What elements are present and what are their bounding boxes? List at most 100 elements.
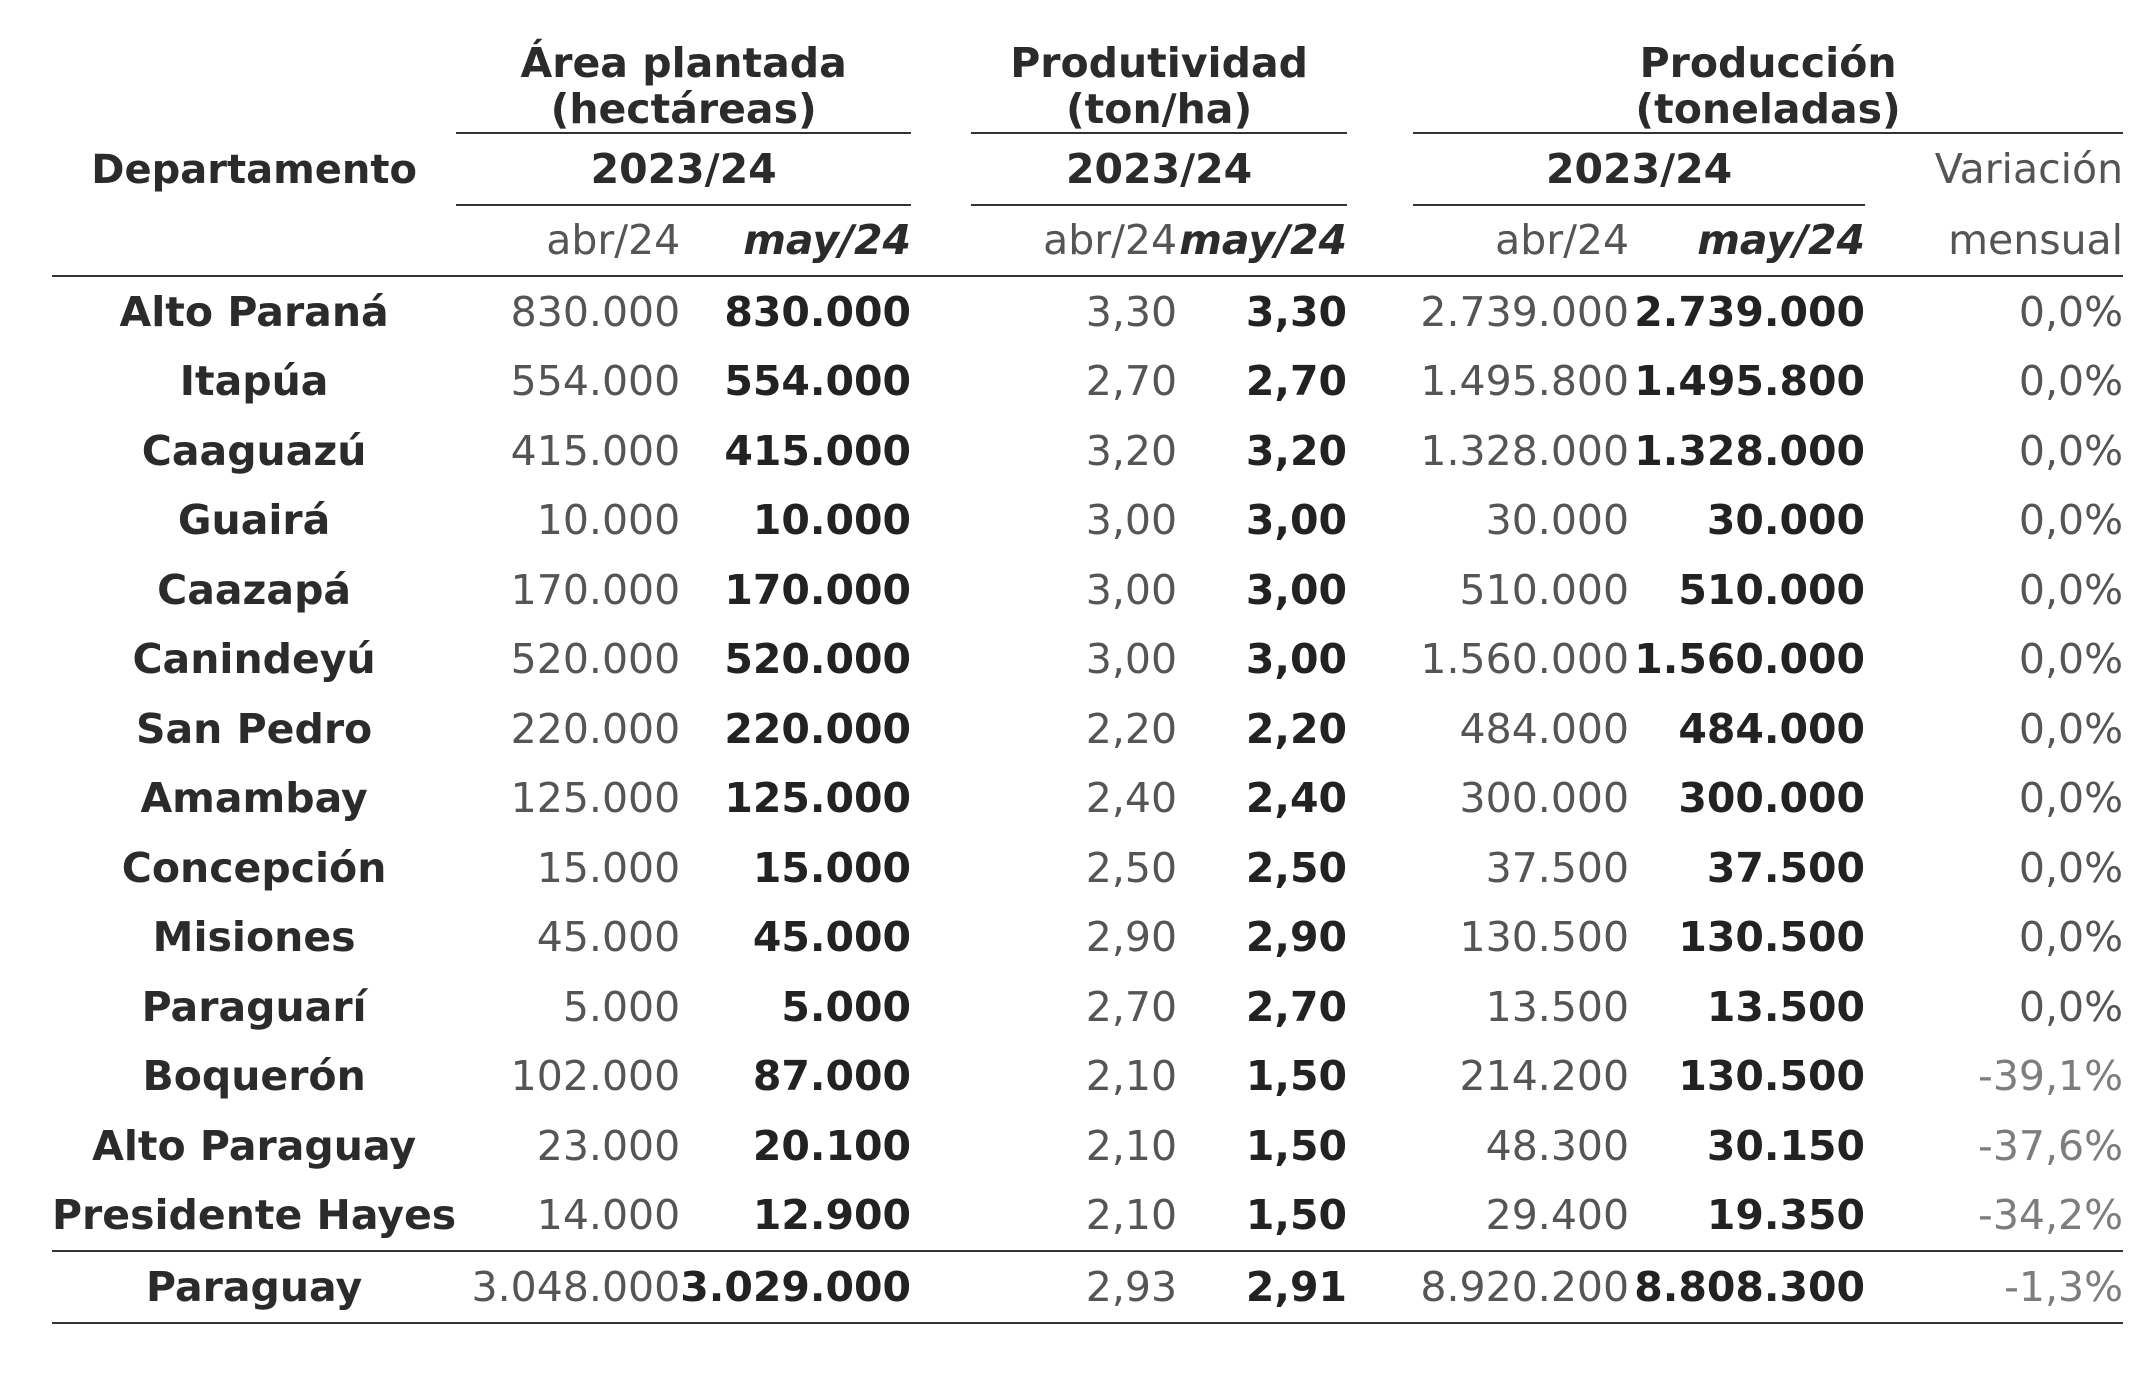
table-cell-area-may: 125.000 [724,774,912,823]
variacion-header-line1: Variación [1934,145,2124,194]
table-cell-prod-may: 1,50 [1245,1052,1348,1101]
table-cell-area-abr: 102.000 [510,1052,681,1101]
table-cell-produc-may: 13.500 [1706,982,1866,1031]
table-cell-produc-abr: 48.300 [1485,1121,1630,1170]
table-cell-prod-may: 2,70 [1245,982,1348,1031]
table-cell-area-abr: 220.000 [510,704,681,753]
produc-season: 2023/24 [1413,133,1866,206]
table-cell-prod-abr: 2,10 [1085,1121,1178,1170]
table-cell-departamento: Concepción [121,843,387,892]
table-cell-prod-abr: 3,00 [1085,496,1178,545]
table-cell-prod-may: 2,50 [1245,843,1348,892]
produc-may-header: may/24 [1629,204,1866,277]
table-cell-area-abr: 45.000 [536,913,681,962]
table-cell-area-may: 220.000 [724,704,912,753]
total-var: -1,3% [1865,1250,2124,1324]
table-cell-produc-may: 2.739.000 [1634,287,1866,336]
table-row: Canindeyú 520.000 520.000 3,00 3,00 1.560.000… [52,625,2123,695]
table-cell-prod-abr: 3,00 [1085,635,1178,684]
table-cell-produc-abr: 214.200 [1459,1052,1630,1101]
table-row: Guairá 10.000 10.000 3,00 3,00 30.000 30.000 0,… [52,486,2123,556]
table-cell-departamento: Alto Paraná [119,287,389,336]
table-cell-departamento: Itapúa [179,357,329,406]
table-cell-departamento: Boquerón [142,1052,366,1101]
table-cell-produc-abr: 29.400 [1485,1191,1630,1240]
area-season: 2023/24 [456,133,912,206]
table-cell-prod-may: 1,50 [1245,1191,1348,1240]
table-cell-variacion: 0,0% [2018,357,2124,406]
variacion-header-line2: mensual [1865,204,2124,277]
table-cell-prod-abr: 2,70 [1085,982,1178,1031]
table-cell-variacion: 0,0% [2018,913,2124,962]
table-cell-produc-abr: 300.000 [1459,774,1630,823]
table-cell-area-may: 170.000 [724,565,912,614]
table-cell-produc-abr: 2.739.000 [1420,287,1630,336]
table-row: Boquerón 102.000 87.000 2,10 1,50 214.200 130.… [52,1042,2123,1112]
table-cell-prod-abr: 2,10 [1085,1191,1178,1240]
total-dep: Paraguay [52,1250,457,1324]
table-cell-produc-may: 37.500 [1706,843,1866,892]
total-prod-abr: 2,93 [971,1250,1178,1324]
total-produc-abr: 8.920.200 [1413,1250,1630,1324]
table-cell-departamento: Canindeyú [132,635,376,684]
table-row: Caaguazú 415.000 415.000 3,20 3,20 1.328.000 1… [52,416,2123,486]
table-cell-produc-may: 30.150 [1706,1121,1866,1170]
table-cell-produc-abr: 13.500 [1485,982,1630,1031]
table-cell-variacion: 0,0% [2018,426,2124,475]
table-cell-area-may: 10.000 [752,496,912,545]
total-row: Paraguay 3.048.000 3.029.000 2,93 2,91 8… [52,1250,2124,1324]
table-cell-area-may: 20.100 [752,1121,912,1170]
area-may-header: may/24 [680,204,912,277]
table-cell-area-abr: 15.000 [536,843,681,892]
productividad-header: Produtividad (ton/ha) [971,40,1348,134]
table-row: Concepción 15.000 15.000 2,50 2,50 37.500 37.5… [52,833,2123,903]
table-cell-produc-abr: 510.000 [1459,565,1630,614]
table-cell-area-abr: 14.000 [536,1191,681,1240]
table-cell-variacion: 0,0% [2018,982,2124,1031]
table-cell-prod-may: 2,20 [1245,704,1348,753]
table-cell-produc-abr: 30.000 [1485,496,1630,545]
prod-may-header: may/24 [1177,204,1348,277]
table-cell-area-abr: 5.000 [562,982,681,1031]
soy-production-table: Área plantada (hectáreas) Produtividad (… [52,40,2124,1324]
table-row: Caazapá 170.000 170.000 3,00 3,00 510.000 510.… [52,555,2123,625]
table-cell-departamento: Caazapá [157,565,352,614]
table-cell-prod-may: 2,40 [1245,774,1348,823]
table-cell-area-abr: 23.000 [536,1121,681,1170]
table-cell-departamento: Presidente Hayes [52,1191,457,1240]
area-plantada-header: Área plantada (hectáreas) [456,40,912,134]
table-row: Misiones 45.000 45.000 2,90 2,90 130.500 130.5… [52,903,2123,973]
table-cell-variacion: 0,0% [2018,287,2124,336]
table-cell-produc-may: 19.350 [1706,1191,1866,1240]
table-cell-produc-abr: 130.500 [1459,913,1630,962]
table-cell-prod-abr: 2,70 [1085,357,1178,406]
table-row: San Pedro 220.000 220.000 2,20 2,20 484.000 48… [52,694,2123,764]
table-cell-produc-may: 130.500 [1678,1052,1866,1101]
area-abr-header: abr/24 [456,204,681,277]
table-cell-prod-may: 3,30 [1245,287,1348,336]
table-cell-produc-may: 1.328.000 [1634,426,1866,475]
table-cell-produc-may: 1.560.000 [1634,635,1866,684]
table-cell-area-may: 15.000 [752,843,912,892]
total-area-abr: 3.048.000 [456,1250,681,1324]
table-cell-departamento: Caaguazú [141,426,367,475]
table-row: Itapúa 554.000 554.000 2,70 2,70 1.495.800 1.4… [52,347,2123,417]
prod-season: 2023/24 [971,133,1348,206]
table-cell-produc-abr: 1.495.800 [1420,357,1630,406]
table-cell-departamento: Guairá [177,496,331,545]
produccion-header: Producción (toneladas) [1413,40,2124,134]
table-body: Alto Paraná 830.000 830.000 3,30 3,30 2.739.0… [52,276,2123,1251]
table-cell-produc-may: 510.000 [1678,565,1866,614]
table-cell-variacion: 0,0% [2018,843,2124,892]
table-cell-prod-abr: 2,10 [1085,1052,1178,1101]
table-cell-prod-abr: 3,20 [1085,426,1178,475]
table-cell-area-abr: 520.000 [510,635,681,684]
table-cell-area-abr: 554.000 [510,357,681,406]
table-cell-area-abr: 125.000 [510,774,681,823]
table-cell-departamento: San Pedro [135,704,373,753]
table-cell-departamento: Misiones [152,913,356,962]
table-cell-produc-may: 130.500 [1678,913,1866,962]
table-cell-variacion: 0,0% [2018,635,2124,684]
table-cell-area-abr: 170.000 [510,565,681,614]
table-cell-prod-may: 3,00 [1245,565,1348,614]
